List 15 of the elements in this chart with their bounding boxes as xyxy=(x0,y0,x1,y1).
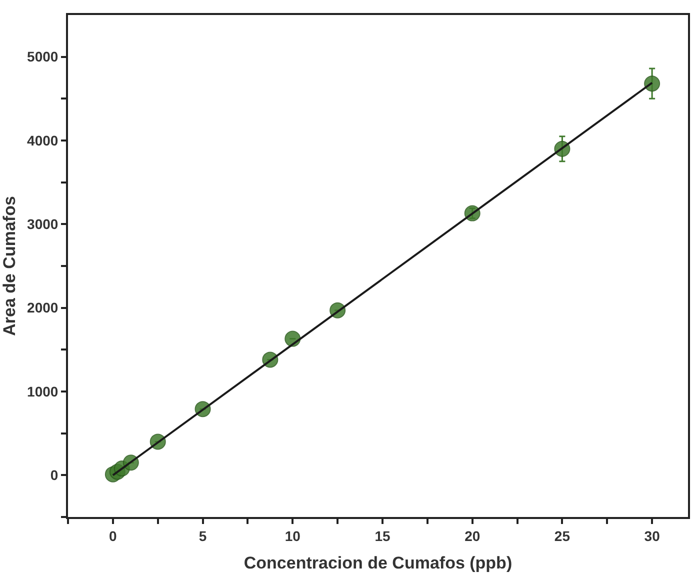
y-tick-label: 0 xyxy=(50,467,58,484)
x-tick-label: 15 xyxy=(374,528,390,544)
x-tick-label: 30 xyxy=(644,528,660,544)
x-tick-label: 20 xyxy=(464,528,480,544)
y-tick-label: 1000 xyxy=(27,383,58,400)
y-tick-label: 4000 xyxy=(27,132,58,148)
x-tick-label: 25 xyxy=(554,528,570,544)
y-tick-label: 5000 xyxy=(27,48,58,65)
x-tick-label: 5 xyxy=(198,528,207,544)
y-tick-label: 3000 xyxy=(27,216,58,232)
x-tick-label: 10 xyxy=(284,528,301,544)
y-tick-label: 2000 xyxy=(27,300,58,316)
x-axis-title: Concentracion de Cumafos (ppb) xyxy=(244,554,512,573)
y-axis-title: Area de Cumafos xyxy=(0,196,19,336)
x-tick-label: 0 xyxy=(109,528,118,544)
